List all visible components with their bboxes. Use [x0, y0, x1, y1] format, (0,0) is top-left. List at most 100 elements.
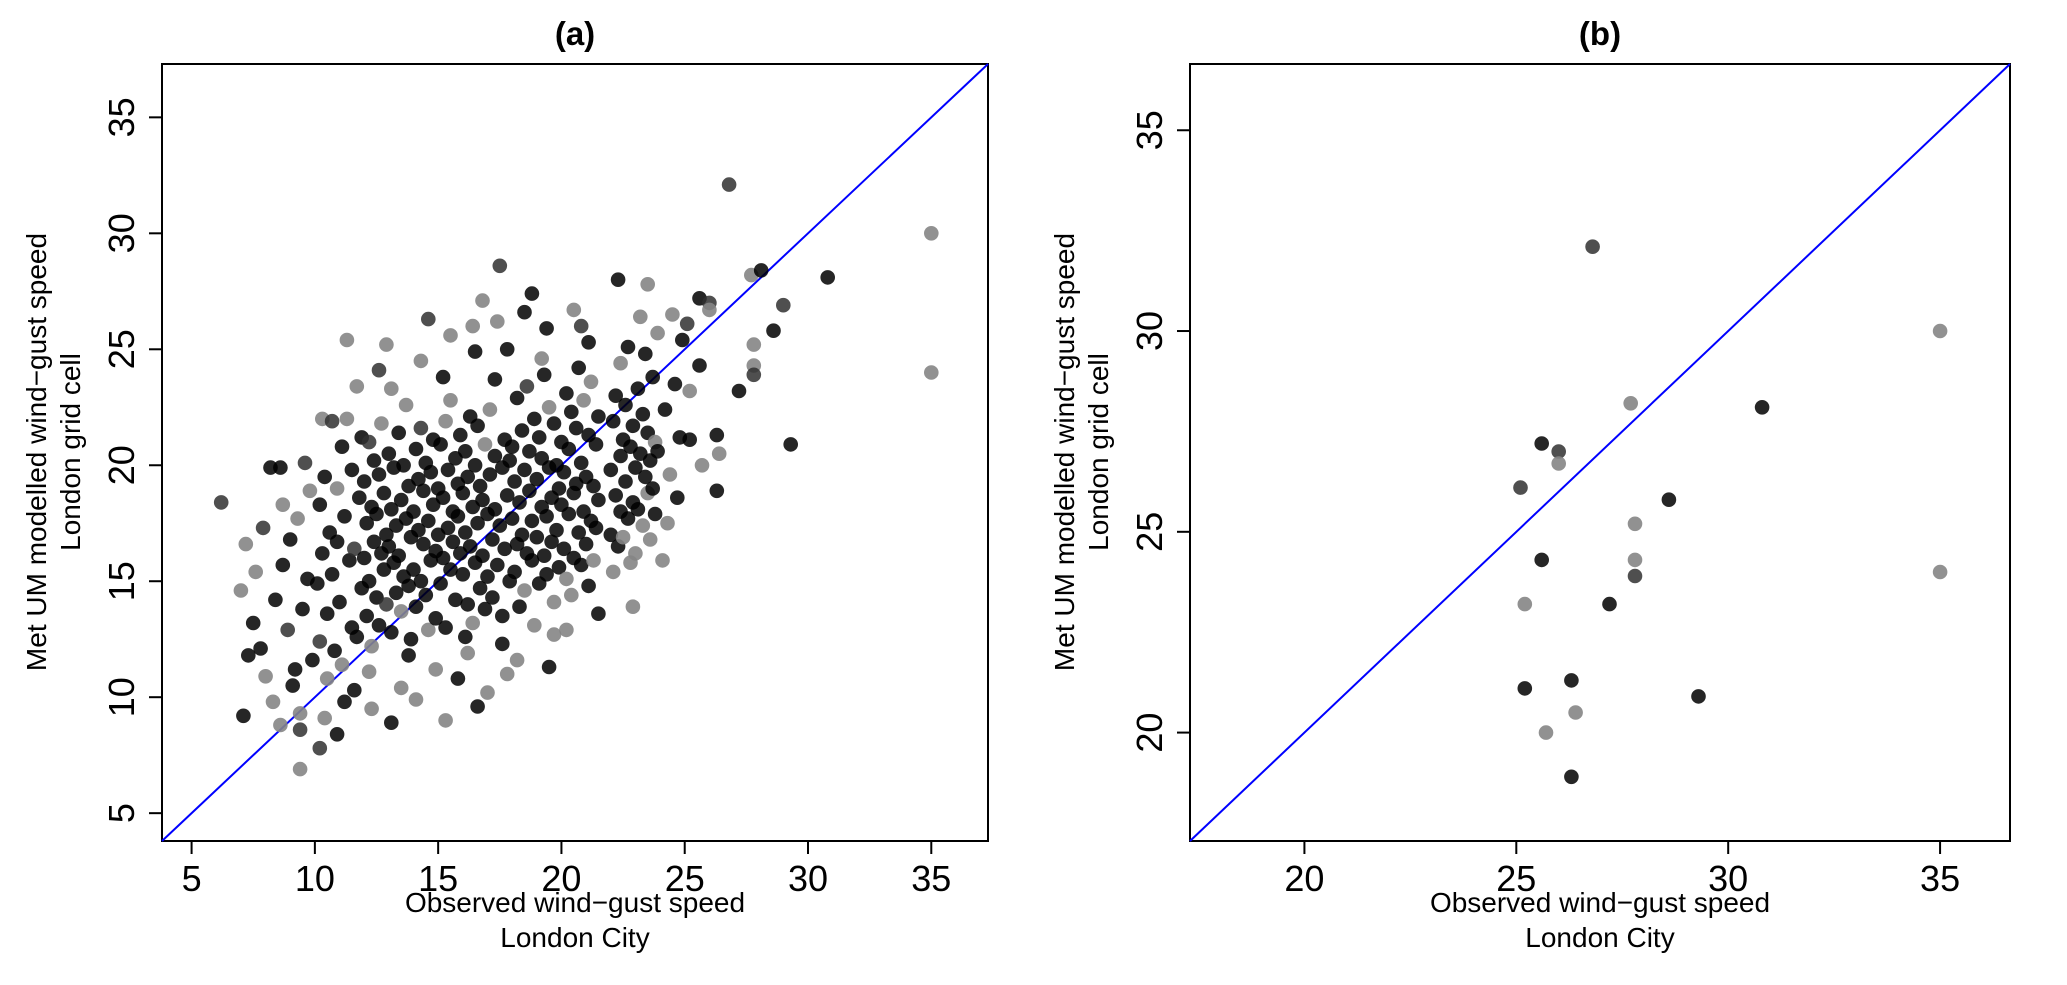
data-point — [551, 481, 567, 496]
data-point — [487, 502, 503, 517]
data-point — [588, 520, 604, 536]
data-point — [628, 546, 643, 561]
data-point — [571, 525, 586, 540]
data-point — [381, 446, 397, 462]
data-point — [433, 576, 448, 591]
panel-a-ylabel-line2: London grid cell — [55, 353, 86, 551]
data-point — [507, 474, 522, 489]
data-point — [1564, 769, 1579, 785]
data-point — [514, 423, 530, 438]
data-point — [650, 444, 665, 459]
data-point — [435, 369, 451, 385]
data-point — [556, 541, 572, 557]
data-point — [561, 506, 577, 522]
data-point — [487, 372, 503, 387]
data-point — [625, 599, 641, 614]
data-point — [361, 664, 377, 679]
data-point — [332, 594, 347, 610]
data-point — [275, 557, 291, 573]
data-point — [319, 671, 335, 686]
data-point — [1513, 480, 1528, 495]
data-point — [630, 502, 646, 517]
data-point — [460, 469, 476, 485]
data-point — [379, 337, 394, 352]
data-point — [527, 411, 542, 427]
data-point — [411, 471, 426, 487]
data-point — [499, 488, 515, 503]
data-point — [371, 618, 387, 633]
data-point — [475, 492, 490, 508]
data-point — [1551, 456, 1566, 471]
data-point — [413, 573, 429, 589]
data-point — [495, 608, 510, 624]
data-point — [477, 437, 493, 452]
data-point — [379, 527, 394, 543]
data-point — [539, 509, 554, 524]
data-point — [475, 548, 490, 563]
data-point — [398, 397, 414, 413]
data-point — [499, 342, 515, 357]
data-point — [369, 506, 384, 522]
data-point — [613, 355, 628, 371]
data-point — [443, 562, 458, 577]
x-tick-label: 30 — [1708, 858, 1748, 899]
data-point — [472, 580, 488, 596]
data-point — [492, 518, 508, 533]
data-point — [280, 622, 296, 638]
data-point — [1627, 568, 1643, 584]
data-point — [305, 652, 320, 668]
data-point — [477, 601, 493, 617]
data-point — [608, 388, 623, 404]
data-point — [490, 557, 505, 573]
data-point — [670, 490, 685, 506]
x-tick-label: 20 — [541, 858, 581, 899]
data-point — [435, 550, 451, 566]
data-point — [657, 402, 673, 417]
data-point — [564, 587, 579, 603]
data-point — [329, 727, 345, 742]
data-point — [1602, 596, 1617, 612]
data-point — [438, 713, 453, 728]
data-point — [458, 525, 473, 540]
data-point — [571, 360, 586, 376]
data-point — [241, 648, 256, 663]
data-point — [475, 293, 490, 308]
data-point — [460, 597, 476, 612]
y-tick-label: 35 — [1129, 110, 1170, 150]
data-point — [603, 462, 619, 478]
data-point — [1691, 689, 1706, 704]
x-tick-label: 35 — [1920, 858, 1960, 899]
data-point — [268, 592, 283, 608]
data-point — [438, 620, 453, 635]
data-point — [615, 529, 631, 545]
data-point — [401, 578, 416, 594]
data-point — [1517, 681, 1533, 696]
data-point — [731, 383, 747, 399]
data-point — [1661, 492, 1677, 508]
panel-a-plot-content: 5 10 15 20 25 30 35 5 10 15 20 25 30 35 — [101, 63, 989, 899]
data-point — [393, 604, 409, 619]
data-point — [421, 513, 436, 529]
data-point — [517, 583, 532, 598]
data-point — [586, 553, 601, 568]
data-point — [583, 374, 599, 390]
data-point — [458, 444, 473, 459]
data-point — [551, 560, 567, 575]
data-point — [679, 316, 695, 332]
data-point — [356, 550, 372, 566]
data-point — [539, 321, 554, 336]
data-point — [610, 272, 626, 288]
data-point — [408, 692, 424, 707]
data-point — [709, 483, 725, 499]
data-point — [507, 564, 522, 580]
data-point — [440, 462, 456, 478]
data-point — [721, 177, 737, 192]
data-point — [292, 706, 308, 721]
data-point — [324, 567, 340, 582]
data-point — [297, 455, 313, 471]
data-point — [480, 685, 495, 700]
data-point — [504, 439, 520, 455]
data-point — [406, 562, 421, 577]
